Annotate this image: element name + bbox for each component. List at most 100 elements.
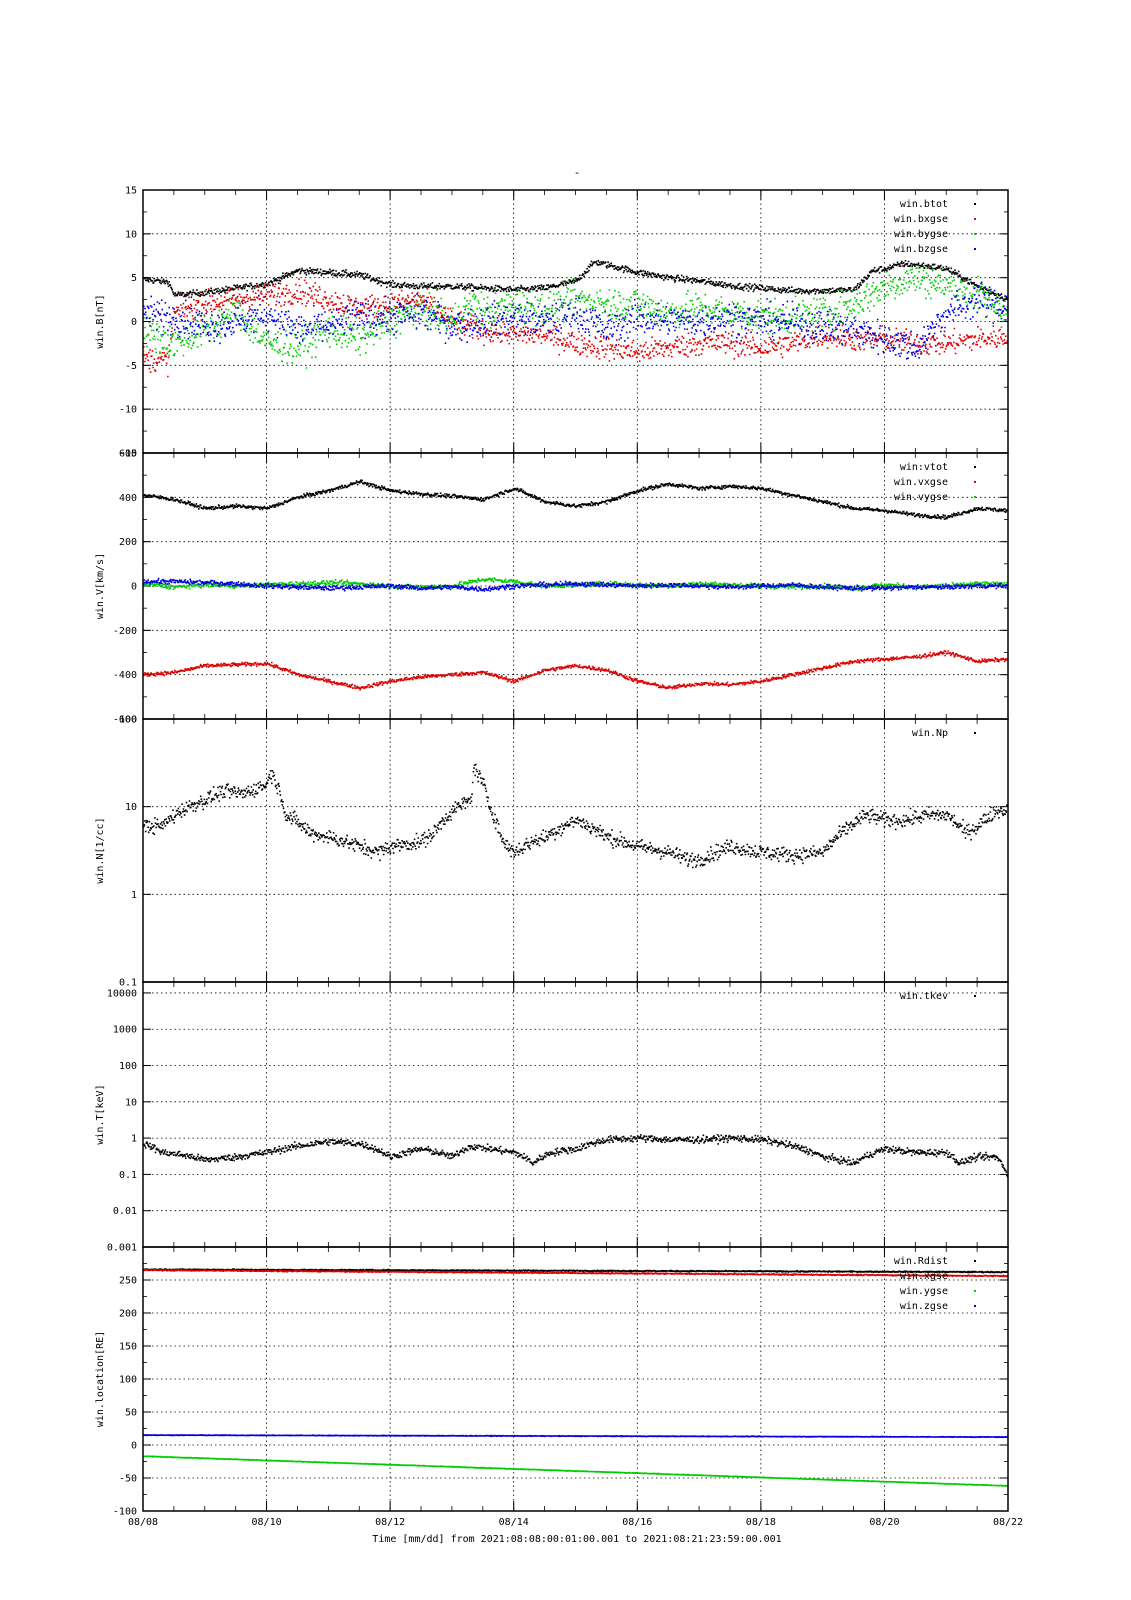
y-tick-label: 150	[119, 1342, 137, 1353]
legend-entry: win.Np	[912, 728, 948, 739]
legend-marker	[974, 1275, 976, 1277]
y-tick-label: 100	[119, 1375, 137, 1386]
y-tick-label: 0	[131, 317, 137, 328]
legend-entry: win.zgse	[900, 1301, 948, 1312]
y-axis-label: win.N[1/cc]	[95, 817, 106, 883]
series-win.bzgse	[143, 281, 1008, 360]
panel-4: -100 -50 0 50 100 150 200 250 08/08 08/10 08/12 08/…	[95, 1246, 1023, 1528]
y-tick-label: 10	[125, 229, 137, 240]
series-marks	[143, 1434, 1008, 1439]
y-tick-label: 5	[131, 273, 137, 284]
legend-marker	[974, 1305, 976, 1307]
y-tick-label: -100	[113, 1507, 137, 1518]
series-marks	[143, 649, 1008, 691]
y-tick-label: 10	[125, 1097, 137, 1108]
legend-entry: win.bygse	[894, 229, 948, 240]
series-win.Np	[143, 763, 1008, 869]
panel-2: 0.1 1 10 100 win.N[1/cc] win.Np	[95, 715, 1009, 989]
y-tick-label: 50	[125, 1408, 137, 1419]
series-win.ygse	[143, 1455, 1008, 1487]
y-tick-label: 100	[119, 715, 137, 726]
legend-entry: win.bzgse	[894, 244, 948, 255]
y-tick-label: 1	[131, 890, 137, 901]
legend-entry: win.btot	[900, 199, 948, 210]
legend-marker	[974, 248, 976, 250]
y-tick-label: -5	[125, 361, 137, 372]
y-tick-label: 15	[125, 186, 137, 197]
legend-marker	[974, 496, 976, 498]
legend-entry: win.bxgse	[894, 214, 948, 225]
legend-marker	[974, 1290, 976, 1292]
legend-marker	[974, 233, 976, 235]
series-win.btot	[143, 259, 1008, 303]
y-tick-label: -400	[113, 670, 137, 681]
panel-frame	[142, 718, 1009, 983]
panel-3: 0.001 0.01 0.1 1 10 100 1000 10000 win.T[keV] win…	[95, 981, 1009, 1254]
panel-frame	[142, 1246, 1009, 1512]
x-tick-label: 08/14	[499, 1517, 529, 1528]
legend-entry: win.xgse	[900, 1271, 948, 1282]
legend-marker	[974, 995, 976, 997]
y-tick-label: 100	[119, 1061, 137, 1072]
y-axis-label: win.location[RE]	[95, 1331, 106, 1427]
x-axis-label: Time [mm/dd] from 2021:08:08:00:01:00.00…	[372, 1534, 781, 1545]
legend-entry: win.Rdist	[894, 1256, 948, 1267]
y-tick-label: -600	[113, 715, 137, 726]
panel-frame	[142, 981, 1009, 1248]
legend-marker	[974, 732, 976, 734]
legend-marker	[974, 218, 976, 220]
legend-entry: win.tkev	[900, 991, 948, 1002]
series-marks	[143, 259, 1008, 303]
x-tick-label: 08/10	[252, 1517, 282, 1528]
legend-marker	[974, 481, 976, 483]
y-tick-label: 0	[131, 1441, 137, 1452]
y-tick-label: 10000	[107, 988, 137, 999]
legend-entry: win.ygse	[900, 1286, 948, 1297]
x-tick-label: 08/22	[993, 1517, 1023, 1528]
panel-0: -15 -10 -5 0 5 10 15 win.B[nT] win.btot win.bxgse…	[95, 186, 1009, 460]
x-tick-label: 08/18	[746, 1517, 776, 1528]
series-unnamed-3	[143, 577, 1008, 592]
y-tick-label: 0.1	[119, 978, 137, 989]
y-axis-label: win.B[nT]	[95, 294, 106, 348]
legend-entry: win.vygse	[894, 492, 948, 503]
legend-marker	[974, 203, 976, 205]
y-tick-label: 600	[119, 449, 137, 460]
y-tick-label: 200	[119, 1309, 137, 1320]
series-marks	[143, 577, 1008, 592]
y-tick-label: 1000	[113, 1025, 137, 1036]
y-tick-label: 10	[125, 802, 137, 813]
series-win:vtot	[143, 479, 1008, 520]
legend-entry: win.vxgse	[894, 477, 948, 488]
y-tick-label: 0.001	[107, 1243, 137, 1254]
y-tick-label: -50	[119, 1474, 137, 1485]
y-tick-label: 0.01	[113, 1206, 137, 1217]
series-marks	[143, 1268, 1008, 1278]
y-tick-label: -15	[119, 449, 137, 460]
y-tick-label: -10	[119, 405, 137, 416]
panel-1: -600 -400 -200 0 200 400 600 win.V[km/s] win:vto…	[95, 449, 1009, 726]
series-marks	[143, 763, 1008, 869]
legend-marker	[974, 1260, 976, 1262]
series-win.tkev	[143, 1134, 1008, 1182]
y-tick-label: 400	[119, 493, 137, 504]
y-tick-label: 1	[131, 1134, 137, 1145]
x-tick-label: 08/08	[128, 1517, 158, 1528]
x-tick-label: 08/20	[869, 1517, 899, 1528]
series-win.zgse	[143, 1434, 1008, 1439]
y-axis-label: win.V[km/s]	[95, 553, 106, 619]
y-tick-label: 200	[119, 537, 137, 548]
series-marks	[143, 281, 1008, 360]
series-marks	[143, 1134, 1008, 1182]
legend-entry: win:vtot	[900, 462, 948, 473]
y-tick-label: 0.1	[119, 1170, 137, 1181]
y-tick-label: -200	[113, 626, 137, 637]
series-win.xgse	[143, 1268, 1008, 1278]
series-win.vxgse	[143, 649, 1008, 691]
y-tick-label: 0	[131, 582, 137, 593]
x-tick-label: 08/12	[375, 1517, 405, 1528]
series-marks	[143, 479, 1008, 520]
panels: -15-10-5051015win.B[nT]win.btotwin.bxgse…	[95, 186, 1023, 1529]
series-marks	[143, 1455, 1008, 1487]
